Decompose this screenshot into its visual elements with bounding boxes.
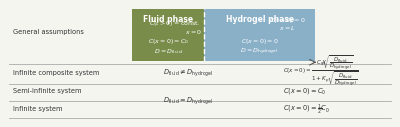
Text: Infinite composite system: Infinite composite system (13, 70, 100, 76)
Text: Semi-infinite system: Semi-infinite system (13, 88, 82, 94)
Text: $C(x=0)=0$: $C(x=0)=0$ (241, 37, 278, 46)
Text: $C(x=0)=\frac{1}{2}C_0$: $C(x=0)=\frac{1}{2}C_0$ (284, 102, 330, 116)
FancyBboxPatch shape (132, 9, 204, 61)
Text: $C(x=0)=C_0$: $C(x=0)=C_0$ (148, 37, 189, 46)
FancyBboxPatch shape (204, 9, 315, 61)
Text: Fluid phase: Fluid phase (143, 15, 193, 24)
Text: $D=D_\mathrm{hydrogel}$: $D=D_\mathrm{hydrogel}$ (240, 46, 279, 57)
Text: $D_\mathrm{fluid}=D_\mathrm{hydrogel}$: $D_\mathrm{fluid}=D_\mathrm{hydrogel}$ (163, 95, 213, 107)
Text: Infinite system: Infinite system (13, 106, 63, 113)
Text: $D_\mathrm{fluid}\neq D_\mathrm{hydrogel}$: $D_\mathrm{fluid}\neq D_\mathrm{hydrogel… (163, 68, 213, 79)
Text: $C(t>0)=0$: $C(t>0)=0$ (269, 16, 306, 25)
Text: $x=L$: $x=L$ (279, 24, 296, 32)
Text: $C(t>0)=\mathrm{const.}$: $C(t>0)=\mathrm{const.}$ (149, 19, 200, 28)
Text: Hydrogel phase: Hydrogel phase (226, 15, 294, 24)
Text: General assumptions: General assumptions (13, 29, 84, 35)
Text: $C(x=0)=C_0$: $C(x=0)=C_0$ (284, 86, 327, 96)
Text: $x$: $x$ (321, 58, 328, 66)
Text: $D=D_\mathrm{fluid}$: $D=D_\mathrm{fluid}$ (154, 47, 182, 56)
Text: $C(x=0)=\dfrac{C_0\sqrt{\dfrac{D_\mathrm{fluid}}{D_\mathrm{hydrogel}}}}{1+K_p\sq: $C(x=0)=\dfrac{C_0\sqrt{\dfrac{D_\mathrm… (284, 53, 359, 89)
Text: $x=0$: $x=0$ (185, 28, 202, 36)
